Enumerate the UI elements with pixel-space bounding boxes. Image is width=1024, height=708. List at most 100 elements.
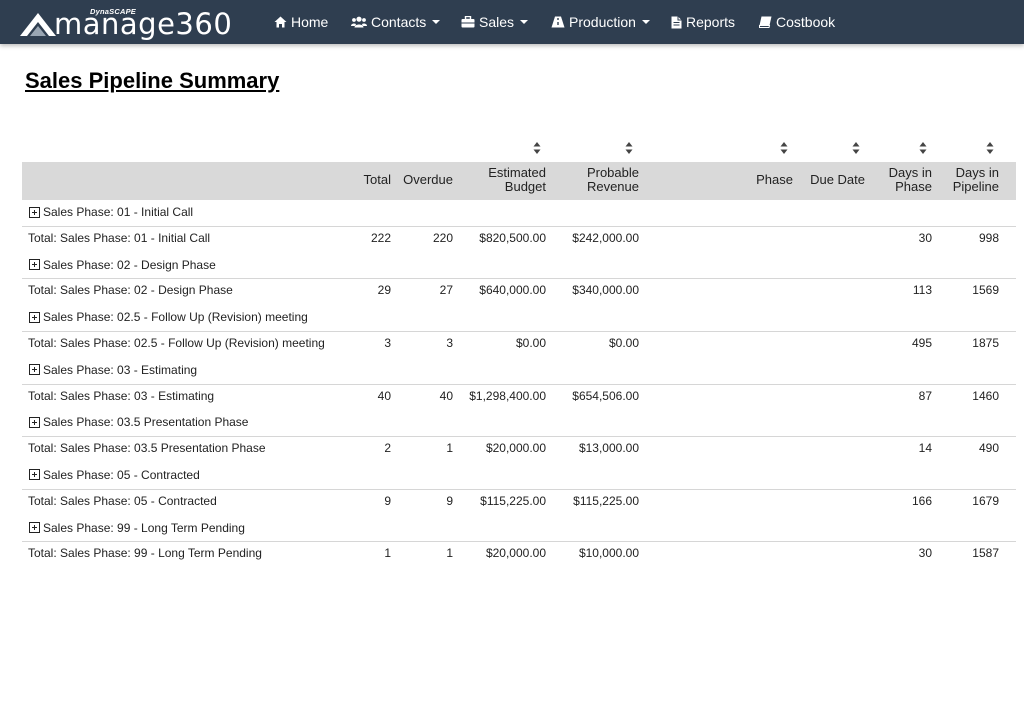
nav-costbook-label: Costbook — [776, 14, 836, 30]
total-count: 3 — [384, 335, 391, 350]
sort-icon[interactable] — [533, 141, 541, 155]
days-in-pipeline-value: 1569 — [972, 283, 999, 298]
days-in-pipeline-value: 1679 — [972, 493, 999, 508]
nav-reports[interactable]: Reports — [671, 13, 735, 31]
days-in-phase-value: 30 — [918, 546, 932, 561]
group-expander[interactable]: Sales Phase: 01 - Initial Call — [29, 203, 193, 221]
probable-revenue-value: $340,000.00 — [572, 283, 639, 298]
plus-square-icon — [29, 364, 40, 376]
header-days-in-pipeline-line1: Days in — [955, 165, 999, 180]
page-title: Sales Pipeline Summary — [25, 68, 280, 93]
chevron-down-icon — [520, 20, 529, 24]
probable-revenue-value: $242,000.00 — [572, 230, 639, 245]
file-icon — [671, 16, 682, 28]
header-probable-revenue[interactable]: Probable Revenue — [587, 166, 639, 194]
sort-controls-row — [22, 136, 1016, 162]
sort-icon[interactable] — [986, 141, 994, 155]
days-in-phase-value: 113 — [912, 283, 932, 298]
group-expander[interactable]: Sales Phase: 02.5 - Follow Up (Revision)… — [29, 308, 308, 326]
group-expander[interactable]: Sales Phase: 03 - Estimating — [29, 361, 197, 379]
estimated-budget-value: $20,000.00 — [485, 441, 546, 456]
home-icon — [274, 16, 287, 28]
group-total-row: Total: Sales Phase: 03 - Estimating 40 4… — [22, 383, 1016, 411]
estimated-budget-value: $20,000.00 — [485, 546, 546, 561]
brand-logo[interactable]: DynaSCAPE manage360 — [18, 3, 258, 41]
probable-revenue-value: $13,000.00 — [578, 441, 639, 456]
overdue-count: 1 — [446, 546, 453, 561]
header-estimated-budget[interactable]: Estimated Budget — [488, 166, 546, 194]
plus-square-icon — [29, 206, 40, 218]
estimated-budget-value: $640,000.00 — [479, 283, 546, 298]
plus-square-icon — [29, 469, 40, 481]
overdue-count: 1 — [446, 441, 453, 456]
group-row: Sales Phase: 02.5 - Follow Up (Revision)… — [22, 305, 1016, 331]
group-total-row: Total: Sales Phase: 03.5 Presentation Ph… — [22, 436, 1016, 463]
total-label: Total: Sales Phase: 02 - Design Phase — [28, 283, 233, 298]
total-label: Total: Sales Phase: 03 - Estimating — [28, 388, 215, 403]
days-in-pipeline-value: 998 — [978, 230, 999, 245]
brand-name: manage360 — [54, 7, 233, 41]
group-expander[interactable]: Sales Phase: 05 - Contracted — [29, 466, 200, 484]
estimated-budget-value: $820,500.00 — [479, 230, 546, 245]
plus-square-icon — [29, 416, 40, 428]
group-label: Sales Phase: 03 - Estimating — [43, 362, 198, 377]
estimated-budget-value: $0.00 — [515, 335, 546, 350]
group-row: Sales Phase: 02 - Design Phase — [22, 253, 1016, 279]
header-days-in-pipeline[interactable]: Days in Pipeline — [953, 166, 999, 194]
header-phase[interactable]: Phase — [756, 172, 793, 187]
days-in-phase-value: 30 — [918, 230, 932, 245]
group-expander[interactable]: Sales Phase: 99 - Long Term Pending — [29, 519, 245, 537]
total-count: 9 — [384, 493, 391, 508]
probable-revenue-value: $0.00 — [608, 335, 639, 350]
plus-square-icon — [29, 311, 40, 323]
group-row: Sales Phase: 03 - Estimating — [22, 358, 1016, 384]
total-label: Total: Sales Phase: 05 - Contracted — [28, 493, 217, 508]
overdue-count: 220 — [432, 230, 453, 245]
group-label: Sales Phase: 99 - Long Term Pending — [43, 520, 245, 535]
nav-home[interactable]: Home — [274, 13, 328, 31]
nav-sales-label: Sales — [479, 14, 515, 30]
header-total[interactable]: Total — [363, 172, 391, 187]
days-in-pipeline-value: 1587 — [972, 546, 999, 561]
header-due-date[interactable]: Due Date — [810, 172, 865, 187]
days-in-pipeline-value: 1460 — [972, 388, 999, 403]
group-row: Sales Phase: 03.5 Presentation Phase — [22, 410, 1016, 436]
group-total-row: Total: Sales Phase: 02.5 - Follow Up (Re… — [22, 330, 1016, 358]
nav-production[interactable]: Production — [551, 13, 650, 31]
sort-icon[interactable] — [625, 141, 633, 155]
overdue-count: 9 — [446, 493, 453, 508]
chevron-down-icon — [641, 20, 650, 24]
total-count: 2 — [384, 441, 391, 456]
nav-sales[interactable]: Sales — [461, 13, 529, 31]
chevron-down-icon — [432, 20, 441, 24]
group-total-row: Total: Sales Phase: 02 - Design Phase 29… — [22, 278, 1016, 305]
group-expander[interactable]: Sales Phase: 03.5 Presentation Phase — [29, 413, 248, 431]
days-in-phase-value: 14 — [918, 441, 932, 456]
overdue-count: 40 — [439, 388, 453, 403]
brand-mountain-icon — [20, 13, 56, 36]
top-navbar: DynaSCAPE manage360 Home Contacts Sales — [0, 0, 1024, 44]
group-expander[interactable]: Sales Phase: 02 - Design Phase — [29, 256, 216, 274]
sort-icon[interactable] — [852, 141, 860, 155]
group-label: Sales Phase: 05 - Contracted — [43, 467, 200, 482]
nav-costbook[interactable]: Costbook — [759, 13, 835, 31]
total-count: 1 — [384, 546, 391, 561]
probable-revenue-value: $654,506.00 — [572, 388, 639, 403]
road-icon — [551, 16, 565, 28]
header-days-in-phase-line2: Phase — [895, 179, 932, 194]
header-estimated-budget-line1: Estimated — [488, 165, 546, 180]
total-count: 29 — [377, 283, 391, 298]
header-days-in-phase[interactable]: Days in Phase — [889, 166, 932, 194]
overdue-count: 3 — [446, 335, 453, 350]
sort-icon[interactable] — [919, 141, 927, 155]
nav-contacts[interactable]: Contacts — [351, 13, 441, 31]
sort-icon[interactable] — [780, 141, 788, 155]
header-overdue[interactable]: Overdue — [403, 172, 453, 187]
nav-contacts-label: Contacts — [371, 14, 427, 30]
nav-production-label: Production — [569, 14, 636, 30]
total-label: Total: Sales Phase: 01 - Initial Call — [28, 230, 211, 245]
probable-revenue-value: $115,225.00 — [573, 493, 639, 508]
book-icon — [759, 16, 772, 28]
group-total-row: Total: Sales Phase: 01 - Initial Call 22… — [22, 225, 1016, 253]
total-count: 40 — [377, 388, 391, 403]
